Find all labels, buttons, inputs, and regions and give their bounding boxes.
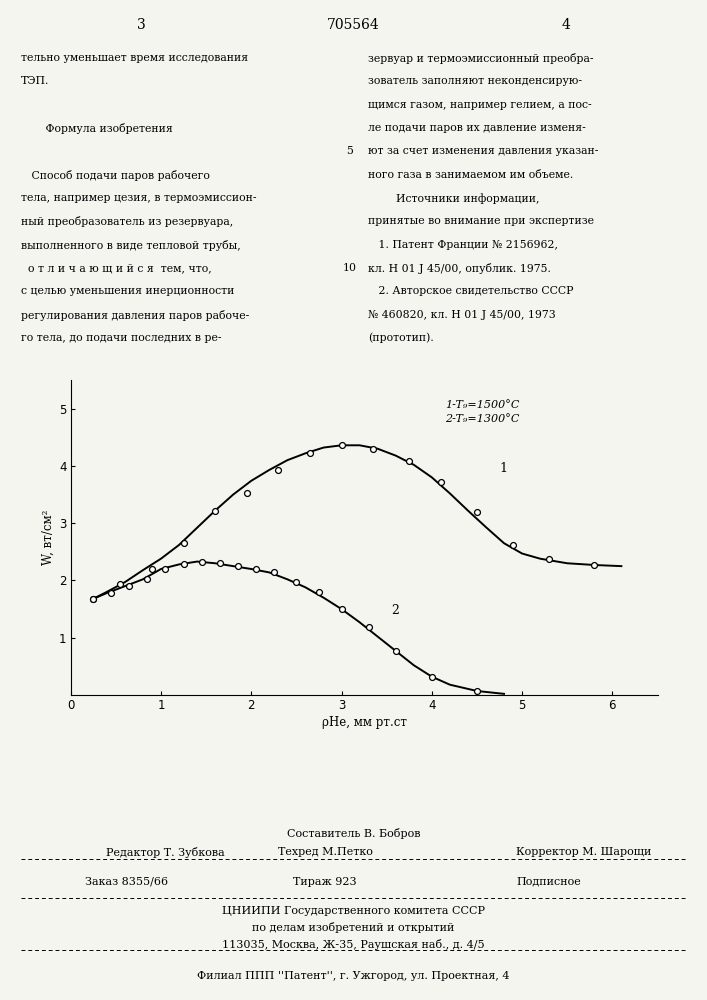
Text: Составитель В. Бобров: Составитель В. Бобров bbox=[287, 828, 420, 839]
Text: по делам изобретений и открытий: по делам изобретений и открытий bbox=[252, 922, 455, 933]
Text: ле подачи паров их давление изменя-: ле подачи паров их давление изменя- bbox=[368, 123, 585, 133]
Point bbox=[232, 558, 243, 574]
Text: о т л и ч а ю щ и й с я  тем, что,: о т л и ч а ю щ и й с я тем, что, bbox=[21, 263, 212, 273]
Text: с целью уменьшения инерционности: с целью уменьшения инерционности bbox=[21, 286, 235, 296]
Text: выполненного в виде тепловой трубы,: выполненного в виде тепловой трубы, bbox=[21, 240, 241, 251]
Point bbox=[313, 584, 325, 600]
Text: № 460820, кл. Н 01 J 45/00, 1973: № 460820, кл. Н 01 J 45/00, 1973 bbox=[368, 310, 556, 320]
Text: тела, например цезия, в термоэмиссион-: тела, например цезия, в термоэмиссион- bbox=[21, 193, 257, 203]
Point bbox=[336, 601, 347, 617]
Text: тельно уменьшает время исследования: тельно уменьшает время исследования bbox=[21, 53, 248, 63]
Text: 5: 5 bbox=[346, 146, 354, 156]
Point bbox=[241, 485, 252, 501]
Text: принятые во внимание при экспертизе: принятые во внимание при экспертизе bbox=[368, 216, 594, 226]
Point bbox=[472, 683, 483, 699]
Text: Источники информации,: Источники информации, bbox=[368, 193, 539, 204]
Point bbox=[363, 619, 374, 635]
Text: 3: 3 bbox=[137, 18, 146, 32]
Text: Корректор М. Шарощи: Корректор М. Шарощи bbox=[516, 847, 651, 857]
Point bbox=[291, 574, 302, 590]
Text: регулирования давления паров рабоче-: регулирования давления паров рабоче- bbox=[21, 310, 250, 321]
Text: (прототип).: (прототип). bbox=[368, 333, 433, 343]
Point bbox=[160, 561, 171, 577]
Text: Способ подачи паров рабочего: Способ подачи паров рабочего bbox=[21, 170, 210, 181]
Text: 705564: 705564 bbox=[327, 18, 380, 32]
Point bbox=[142, 571, 153, 587]
Point bbox=[404, 453, 415, 469]
Point bbox=[368, 441, 379, 457]
Text: зователь заполняют неконденсирую-: зователь заполняют неконденсирую- bbox=[368, 76, 582, 86]
Text: ный преобразователь из резервуара,: ный преобразователь из резервуара, bbox=[21, 216, 233, 227]
Point bbox=[250, 561, 262, 577]
Point bbox=[544, 551, 555, 567]
Point bbox=[214, 555, 226, 571]
Point bbox=[88, 591, 99, 607]
Text: Редактор Т. Зубкова: Редактор Т. Зубкова bbox=[106, 846, 225, 857]
Point bbox=[273, 462, 284, 478]
Text: зервуар и термоэмиссионный преобра-: зервуар и термоэмиссионный преобра- bbox=[368, 53, 593, 64]
Text: 4: 4 bbox=[561, 18, 570, 32]
X-axis label: ρНе, мм рт.ст: ρНе, мм рт.ст bbox=[322, 716, 407, 729]
Text: Филиал ППП ''Патент'', г. Ужгород, ул. Проектная, 4: Филиал ППП ''Патент'', г. Ужгород, ул. П… bbox=[197, 971, 510, 981]
Y-axis label: W, вт/см²: W, вт/см² bbox=[42, 510, 55, 565]
Point bbox=[304, 445, 315, 461]
Text: Техред М.Петко: Техред М.Петко bbox=[278, 847, 373, 857]
Point bbox=[436, 474, 447, 490]
Point bbox=[472, 504, 483, 520]
Text: Формула изобретения: Формула изобретения bbox=[21, 123, 173, 134]
Point bbox=[105, 585, 117, 601]
Point bbox=[196, 554, 207, 570]
Text: 1. Патент Франции № 2156962,: 1. Патент Франции № 2156962, bbox=[368, 240, 558, 250]
Point bbox=[508, 537, 519, 553]
Text: щимся газом, например гелием, а пос-: щимся газом, например гелием, а пос- bbox=[368, 100, 591, 110]
Point bbox=[268, 564, 279, 580]
Text: ного газа в занимаемом им объеме.: ного газа в занимаемом им объеме. bbox=[368, 170, 573, 180]
Text: 113035, Москва, Ж-35, Раушская наб., д. 4/5: 113035, Москва, Ж-35, Раушская наб., д. … bbox=[222, 939, 485, 950]
Text: ют за счет изменения давления указан-: ют за счет изменения давления указан- bbox=[368, 146, 598, 156]
Point bbox=[115, 576, 126, 592]
Text: ТЭП.: ТЭП. bbox=[21, 76, 49, 86]
Point bbox=[146, 561, 158, 577]
Point bbox=[426, 669, 438, 685]
Text: 2. Авторское свидетельство СССР: 2. Авторское свидетельство СССР bbox=[368, 286, 573, 296]
Text: ЦНИИПИ Государственного комитета СССР: ЦНИИПИ Государственного комитета СССР bbox=[222, 906, 485, 916]
Text: 1: 1 bbox=[500, 462, 508, 475]
Text: 10: 10 bbox=[343, 263, 357, 273]
Text: го тела, до подачи последних в ре-: го тела, до подачи последних в ре- bbox=[21, 333, 222, 343]
Text: Тираж 923: Тираж 923 bbox=[293, 877, 357, 887]
Point bbox=[178, 556, 189, 572]
Text: кл. Н 01 J 45/00, опублик. 1975.: кл. Н 01 J 45/00, опублик. 1975. bbox=[368, 263, 551, 274]
Text: Заказ 8355/66: Заказ 8355/66 bbox=[85, 877, 168, 887]
Point bbox=[178, 535, 189, 551]
Text: 1-T₉=1500°C
2-T₉=1300°C: 1-T₉=1500°C 2-T₉=1300°C bbox=[445, 400, 520, 424]
Point bbox=[124, 578, 135, 594]
Point bbox=[390, 643, 402, 659]
Point bbox=[88, 591, 99, 607]
Text: Подписное: Подписное bbox=[516, 877, 581, 887]
Point bbox=[589, 557, 600, 573]
Point bbox=[209, 503, 221, 519]
Text: 2: 2 bbox=[391, 604, 399, 617]
Point bbox=[336, 437, 347, 453]
